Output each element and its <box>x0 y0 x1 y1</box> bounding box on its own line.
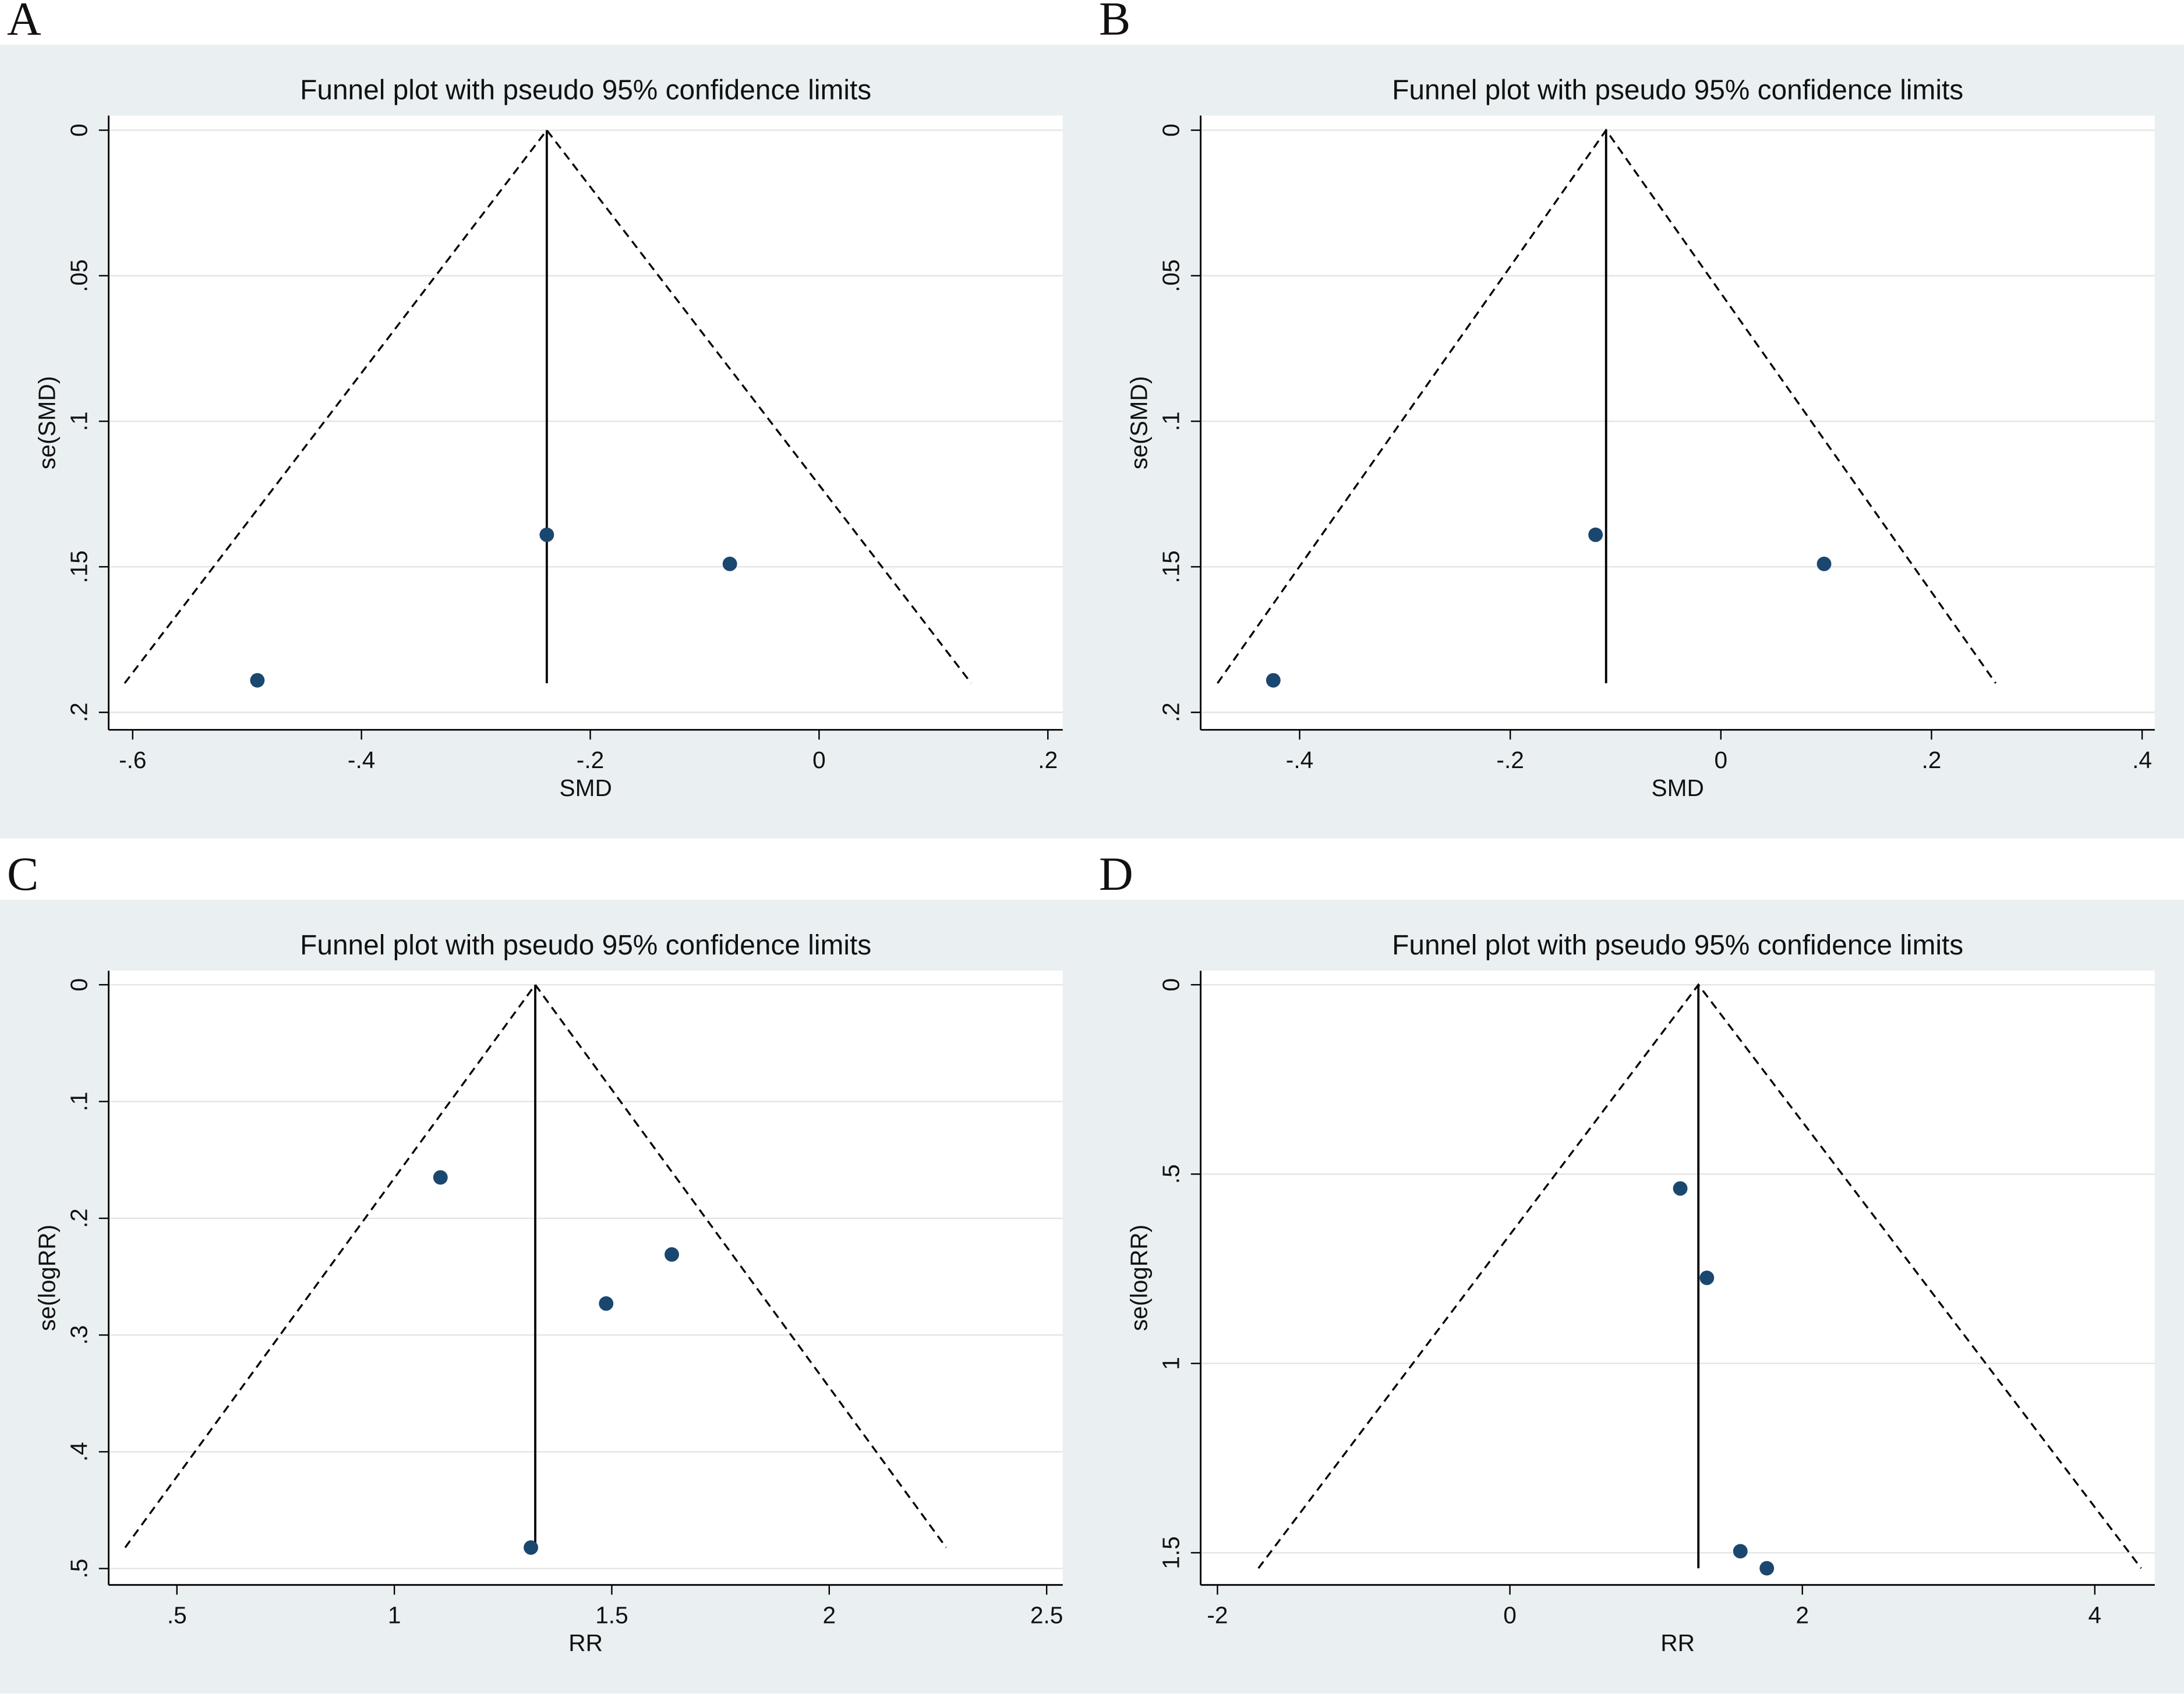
plot-area <box>108 115 1063 730</box>
y-tick-label: .2 <box>65 702 92 722</box>
plot-area <box>1200 970 2155 1585</box>
y-tick-label: .3 <box>65 1325 92 1345</box>
y-tick-label: .1 <box>65 1092 92 1112</box>
x-tick-label: .5 <box>167 1601 187 1628</box>
study-point <box>599 1296 614 1311</box>
y-tick-label: .2 <box>1157 702 1184 722</box>
study-point <box>250 673 265 688</box>
x-tick-label: 2 <box>823 1601 836 1628</box>
panel-letter: A <box>7 0 41 45</box>
y-tick-label: .5 <box>65 1559 92 1579</box>
x-tick-label: -.4 <box>1286 747 1313 773</box>
x-tick-label: 2.5 <box>1030 1601 1063 1628</box>
y-tick-label: .5 <box>1157 1164 1184 1184</box>
chart-title: Funnel plot with pseudo 95% confidence l… <box>300 930 871 961</box>
y-tick-label: 0 <box>65 978 92 992</box>
x-tick-label: 0 <box>1714 747 1727 773</box>
panel-letter: C <box>7 848 38 900</box>
x-tick-label: 1.5 <box>595 1601 628 1628</box>
study-point <box>722 556 737 571</box>
y-tick-label: .2 <box>65 1208 92 1228</box>
x-tick-label: .2 <box>1038 747 1058 773</box>
study-point <box>539 527 554 542</box>
panel-letter: D <box>1099 848 1133 900</box>
study-point <box>665 1247 679 1262</box>
funnel-limits <box>123 128 972 684</box>
x-tick-label: .2 <box>1921 747 1941 773</box>
y-tick-label: 1.5 <box>1157 1536 1184 1569</box>
x-tick-label: 0 <box>1503 1601 1517 1628</box>
chart-title: Funnel plot with pseudo 95% confidence l… <box>1392 930 1963 961</box>
x-tick-label: -.2 <box>1496 747 1524 773</box>
x-tick-label: 1 <box>388 1601 401 1628</box>
y-tick-label: 0 <box>1157 978 1184 992</box>
plot-area <box>108 970 1063 1585</box>
y-axis-label: se(SMD) <box>1125 376 1152 469</box>
chart-title: Funnel plot with pseudo 95% confidence l… <box>1392 75 1963 106</box>
study-point <box>1759 1561 1775 1576</box>
study-point <box>1699 1270 1715 1285</box>
x-axis-label: SMD <box>1652 774 1704 801</box>
y-tick-label: 0 <box>65 123 92 137</box>
y-axis-label: se(logRR) <box>1125 1225 1152 1331</box>
x-axis-label: RR <box>568 1629 603 1656</box>
x-tick-label: -2 <box>1207 1601 1228 1628</box>
x-tick-label: -.6 <box>119 747 146 773</box>
x-axis-label: RR <box>1660 1629 1695 1656</box>
study-point <box>524 1540 539 1555</box>
x-tick-label: 2 <box>1796 1601 1809 1628</box>
chart-title: Funnel plot with pseudo 95% confidence l… <box>300 75 871 106</box>
x-tick-label: 4 <box>2088 1601 2102 1628</box>
y-tick-label: .1 <box>65 411 92 431</box>
x-tick-label: -.2 <box>577 747 604 773</box>
y-tick-label: .15 <box>1157 550 1184 583</box>
x-tick-label: -.4 <box>348 747 375 773</box>
y-tick-label: .1 <box>1157 411 1184 431</box>
y-tick-label: .05 <box>1157 259 1184 292</box>
y-tick-label: 0 <box>1157 123 1184 137</box>
x-tick-label: 0 <box>812 747 826 773</box>
funnel-limits <box>124 983 948 1548</box>
y-tick-label: .4 <box>65 1442 92 1462</box>
x-tick-label: .4 <box>2132 747 2152 773</box>
study-point <box>1588 527 1603 542</box>
y-axis-label: se(SMD) <box>33 376 60 469</box>
y-tick-label: 1 <box>1157 1357 1184 1370</box>
study-point <box>1266 673 1281 688</box>
study-point <box>1733 1544 1748 1559</box>
y-tick-label: .15 <box>65 550 92 583</box>
x-axis-label: SMD <box>560 774 612 801</box>
study-point <box>1817 556 1832 571</box>
study-point <box>1673 1181 1688 1196</box>
panel-letter: B <box>1099 0 1130 45</box>
y-axis-label: se(logRR) <box>33 1225 60 1331</box>
plot-area <box>1200 115 2155 730</box>
y-tick-label: .05 <box>65 259 92 292</box>
study-point <box>433 1170 448 1185</box>
